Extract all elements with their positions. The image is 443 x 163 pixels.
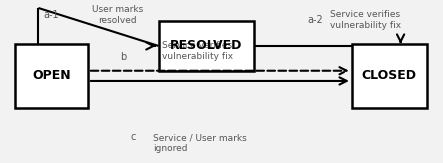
Text: User marks
resolved: User marks resolved <box>92 5 144 25</box>
FancyBboxPatch shape <box>352 44 427 108</box>
Text: b: b <box>120 52 126 62</box>
Text: Service verifies
vulnerability fix: Service verifies vulnerability fix <box>162 41 233 61</box>
Text: OPEN: OPEN <box>32 69 71 82</box>
Text: a-2: a-2 <box>307 15 323 25</box>
FancyBboxPatch shape <box>15 44 88 108</box>
Text: Service verifies
vulnerability fix: Service verifies vulnerability fix <box>330 10 401 30</box>
Text: CLOSED: CLOSED <box>362 69 417 82</box>
FancyBboxPatch shape <box>159 21 253 71</box>
Text: RESOLVED: RESOLVED <box>170 39 242 52</box>
Text: Service / User marks
ignored: Service / User marks ignored <box>153 133 247 153</box>
Text: c: c <box>131 132 136 142</box>
Text: a-1: a-1 <box>44 10 59 20</box>
